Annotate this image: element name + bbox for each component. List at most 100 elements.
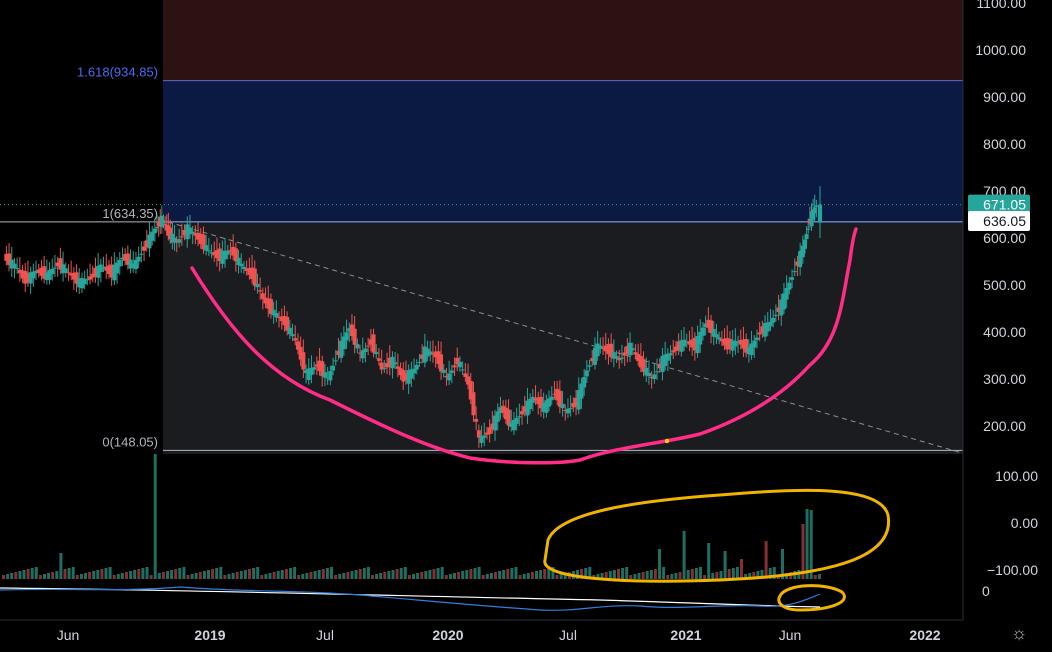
candle-body bbox=[128, 259, 133, 269]
candle-body bbox=[417, 361, 422, 363]
candle-body bbox=[352, 328, 357, 345]
candle-body bbox=[533, 397, 538, 401]
candle-body bbox=[506, 409, 511, 426]
volume-bar bbox=[584, 568, 588, 579]
candle-body bbox=[177, 239, 182, 243]
candle-body bbox=[420, 354, 425, 359]
volume-bar bbox=[293, 567, 297, 579]
volume-bar bbox=[600, 573, 604, 579]
volume-bar bbox=[202, 571, 206, 579]
volume-bar bbox=[416, 573, 420, 579]
candle-body bbox=[239, 263, 244, 267]
volume-bar bbox=[116, 574, 120, 579]
candle-body bbox=[314, 364, 319, 367]
volume-circle-annotation[interactable] bbox=[543, 488, 891, 583]
candle-body bbox=[185, 224, 190, 240]
fib-zone-upper bbox=[163, 0, 963, 82]
volume-bar bbox=[580, 569, 584, 579]
volume-bar bbox=[178, 568, 182, 579]
candle-body bbox=[96, 265, 101, 278]
indicator-circle-annotation[interactable] bbox=[777, 584, 846, 612]
candle-body bbox=[250, 267, 255, 279]
volume-bar bbox=[629, 575, 633, 579]
volume-bar bbox=[375, 574, 379, 579]
candle-body bbox=[139, 253, 144, 255]
candle-body bbox=[487, 427, 492, 435]
candle-body bbox=[584, 370, 589, 377]
volume-bar bbox=[530, 572, 534, 579]
volume-bar bbox=[436, 568, 440, 579]
volume-bar bbox=[666, 575, 670, 579]
gear-icon[interactable]: ☼ bbox=[1010, 623, 1028, 643]
candle-body bbox=[468, 380, 473, 400]
cup-curve-annotation[interactable] bbox=[190, 227, 858, 465]
volume-bar bbox=[699, 567, 702, 579]
volume-bar bbox=[18, 571, 22, 579]
volume-bar bbox=[502, 570, 506, 579]
candle-body bbox=[814, 205, 819, 207]
candle-body bbox=[655, 371, 660, 373]
candle-body bbox=[263, 297, 268, 304]
candle-body bbox=[301, 352, 306, 370]
volume-bar bbox=[473, 568, 477, 579]
volume-bar bbox=[707, 543, 711, 579]
volume-bar bbox=[740, 559, 743, 579]
candle-body bbox=[79, 278, 84, 289]
downtrend-line[interactable] bbox=[167, 221, 963, 454]
volume-bar bbox=[215, 568, 219, 579]
volume-tick-label: 0.00 bbox=[1011, 515, 1038, 531]
price-tick-label: 300.00 bbox=[983, 371, 1026, 387]
price-axis[interactable]: 1100.001000.00900.00800.00700.00600.0050… bbox=[962, 0, 1052, 652]
volume-bar bbox=[617, 569, 620, 579]
candle-body bbox=[71, 272, 76, 280]
candle-body bbox=[536, 397, 541, 405]
volume-bar bbox=[161, 572, 165, 579]
candle-body bbox=[455, 357, 460, 365]
volume-bar bbox=[735, 567, 739, 579]
candle-body bbox=[209, 252, 214, 254]
candle-body bbox=[244, 268, 249, 271]
volume-bar bbox=[153, 454, 157, 579]
candle-body bbox=[331, 365, 336, 371]
candle-body bbox=[374, 352, 379, 355]
indicator-lines bbox=[0, 586, 821, 611]
volume-bar bbox=[346, 572, 350, 579]
candle-body bbox=[803, 239, 808, 249]
candle-body bbox=[549, 396, 554, 401]
volume-bar bbox=[284, 569, 288, 579]
candle-body bbox=[592, 347, 597, 365]
candle-body bbox=[23, 271, 28, 284]
annotations[interactable] bbox=[190, 227, 891, 612]
price-candles bbox=[4, 186, 822, 448]
candle-body bbox=[587, 365, 592, 367]
price-badge-label: 671.05 bbox=[983, 197, 1026, 213]
candle-body bbox=[436, 351, 441, 364]
volume-bar bbox=[227, 574, 231, 579]
candle-body bbox=[457, 361, 462, 368]
candle-body bbox=[617, 357, 622, 361]
time-tick-label: Jul bbox=[316, 627, 334, 643]
price-badge-label: 636.05 bbox=[983, 213, 1026, 229]
volume-bar bbox=[731, 568, 735, 579]
candle-body bbox=[698, 331, 703, 345]
candle-body bbox=[552, 393, 557, 395]
candle-body bbox=[452, 365, 457, 368]
candle-body bbox=[109, 264, 114, 278]
volume-bar bbox=[768, 568, 772, 579]
volume-bar bbox=[219, 567, 223, 579]
volume-bar bbox=[43, 574, 46, 579]
volume-bar bbox=[391, 570, 395, 579]
volume-bar bbox=[22, 570, 26, 579]
candle-body bbox=[736, 341, 741, 343]
candle-body bbox=[754, 337, 759, 340]
candle-body bbox=[660, 355, 665, 372]
volume-bar bbox=[272, 572, 276, 579]
candle-body bbox=[636, 354, 641, 362]
candle-body bbox=[601, 347, 606, 349]
candle-body bbox=[657, 363, 662, 369]
time-tick-labels[interactable]: Jun 2019 Jul 2020 Jul 2021 Jun 2022 bbox=[57, 627, 941, 643]
volume-bar bbox=[551, 567, 555, 579]
candle-body bbox=[320, 361, 325, 377]
candle-body bbox=[430, 353, 435, 355]
